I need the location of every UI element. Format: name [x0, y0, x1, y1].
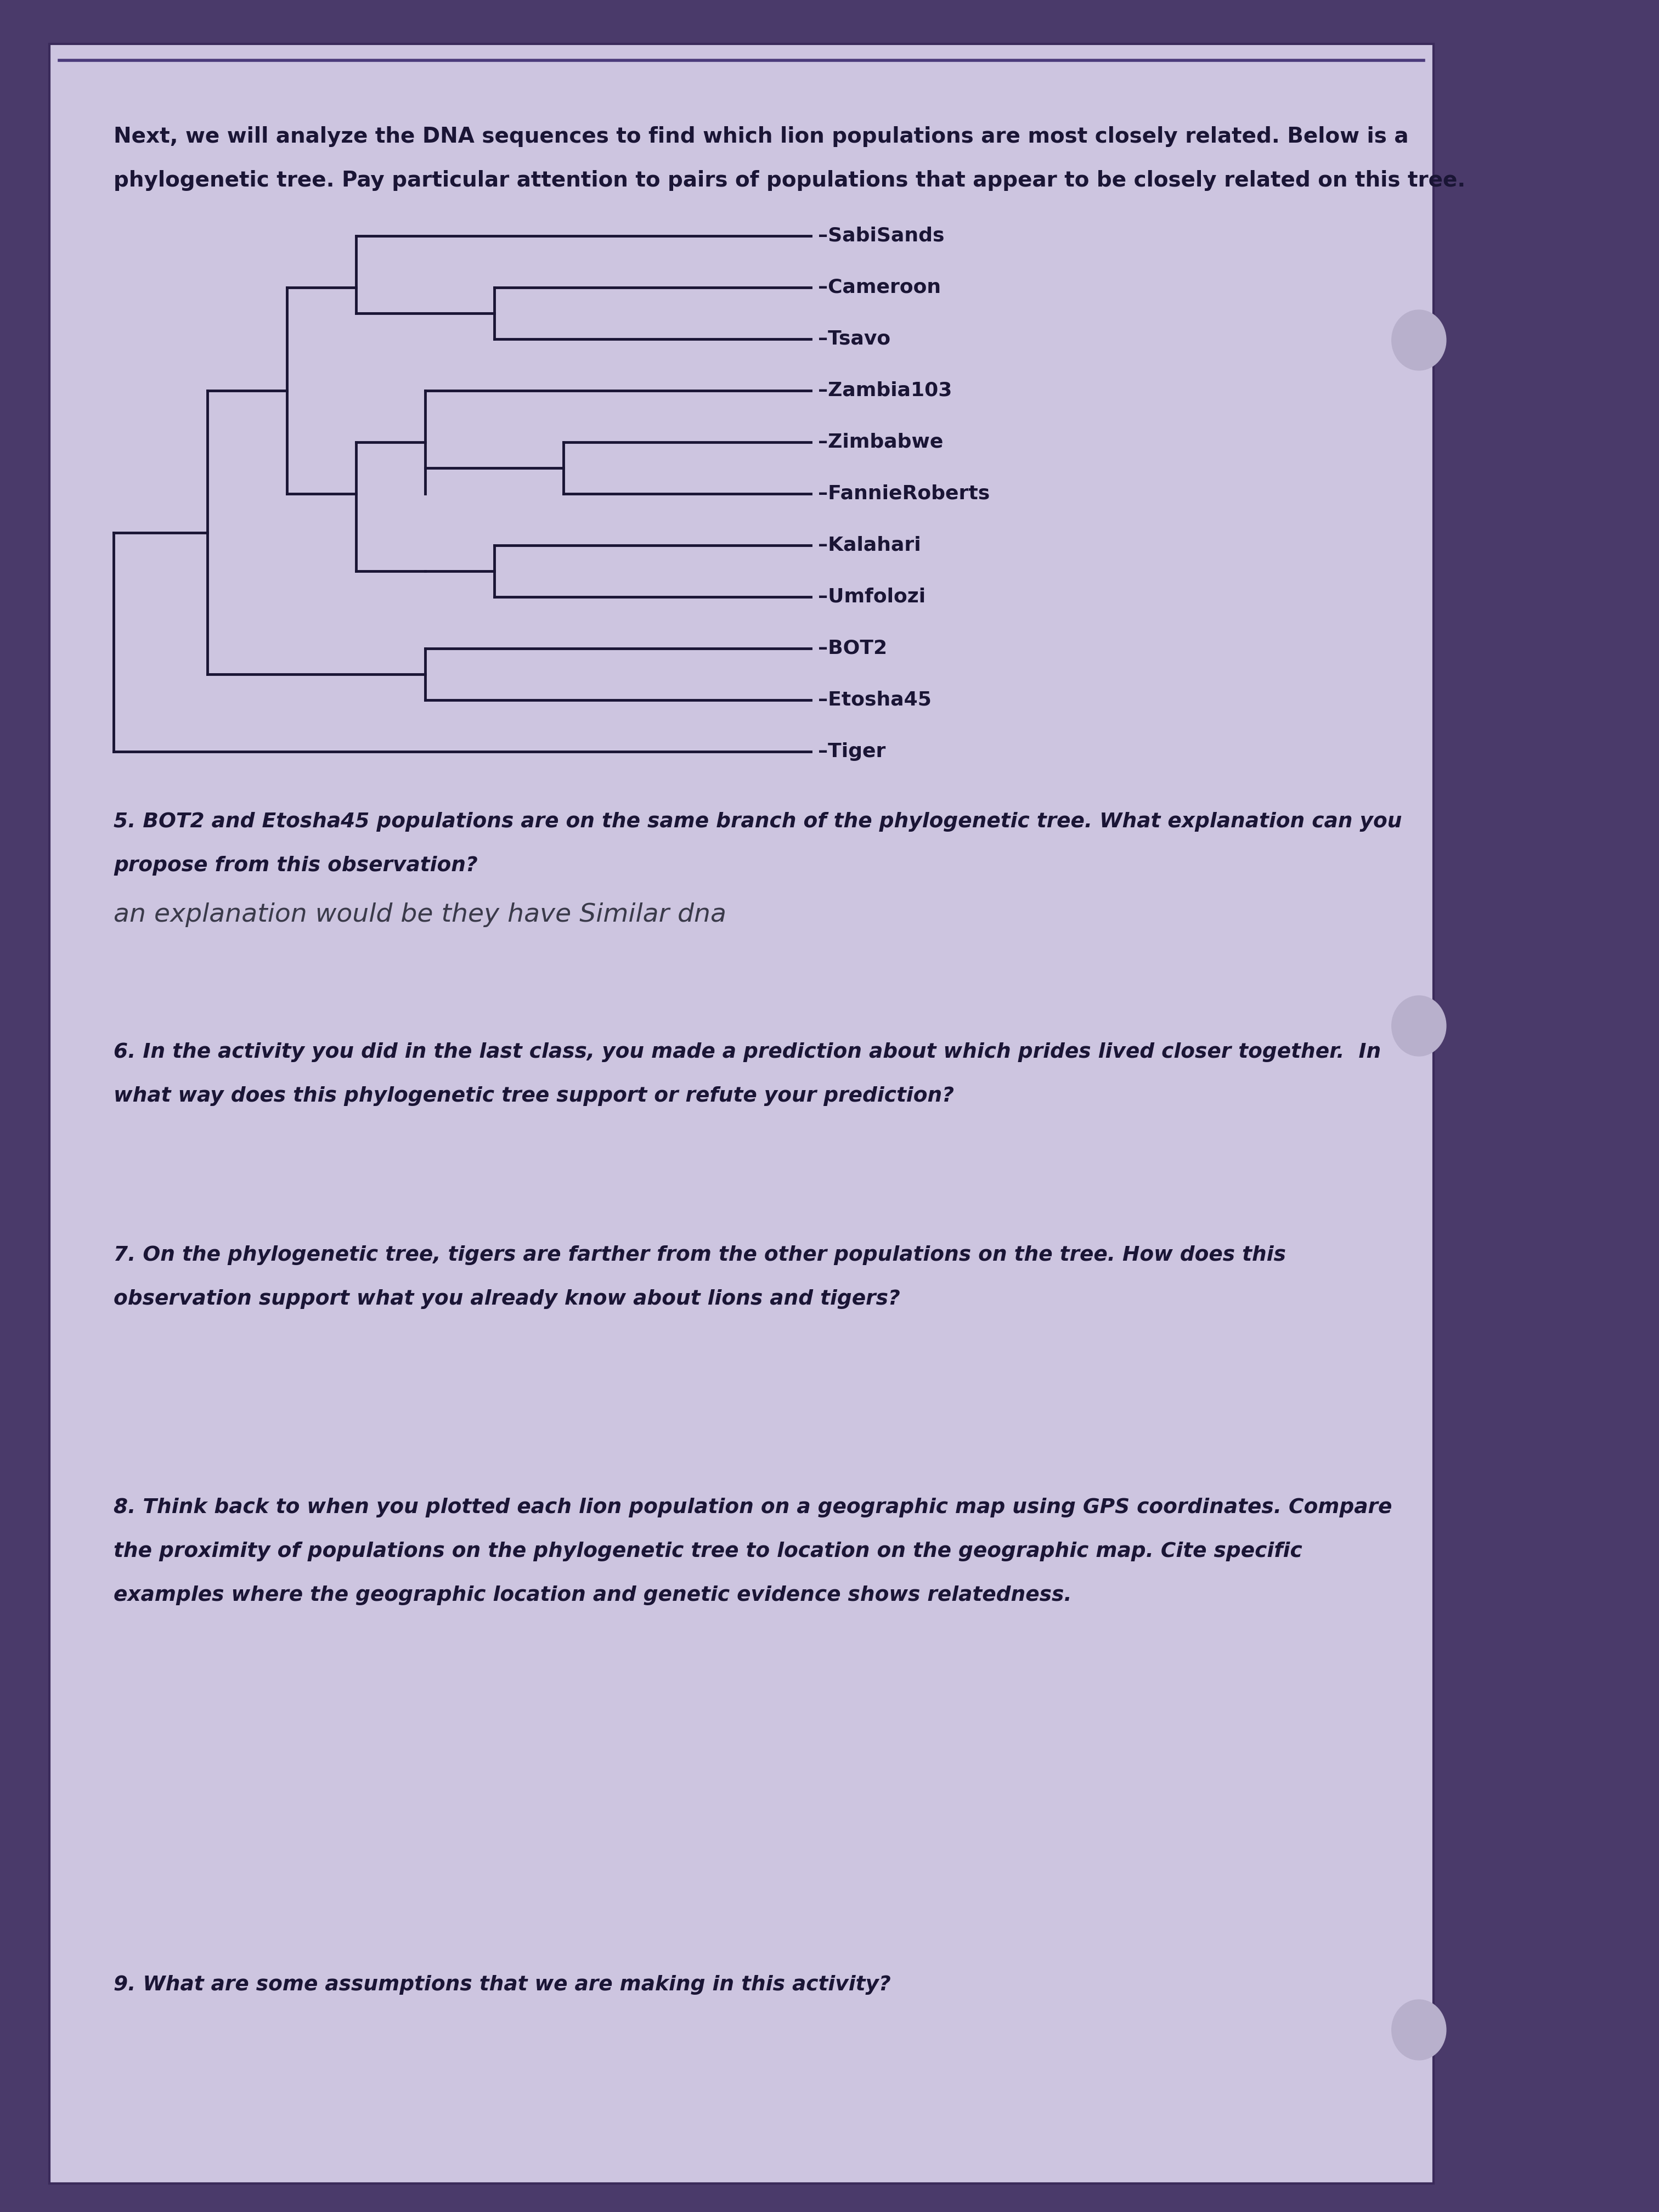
Text: 6. In the activity you did in the last class, you made a prediction about which : 6. In the activity you did in the last c… [114, 1042, 1382, 1062]
Text: –Umfolozi: –Umfolozi [818, 588, 926, 606]
Text: –Etosha45: –Etosha45 [818, 690, 932, 710]
Text: –SabiSands: –SabiSands [818, 226, 944, 246]
Text: an explanation would be they have Similar dna: an explanation would be they have Simila… [114, 902, 727, 927]
Text: what way does this phylogenetic tree support or refute your prediction?: what way does this phylogenetic tree sup… [114, 1086, 954, 1106]
Text: –Cameroon: –Cameroon [818, 279, 941, 296]
Text: –Kalahari: –Kalahari [818, 535, 921, 555]
Text: –Zambia103: –Zambia103 [818, 380, 952, 400]
Text: –BOT2: –BOT2 [818, 639, 888, 657]
Text: –Zimbabwe: –Zimbabwe [818, 434, 944, 451]
Text: –Tiger: –Tiger [818, 743, 886, 761]
Text: 9. What are some assumptions that we are making in this activity?: 9. What are some assumptions that we are… [114, 1975, 891, 1995]
Text: Next, we will analyze the DNA sequences to find which lion populations are most : Next, we will analyze the DNA sequences … [114, 126, 1408, 146]
Circle shape [1392, 2000, 1447, 2059]
Text: 8. Think back to when you plotted each lion population on a geographic map using: 8. Think back to when you plotted each l… [114, 1498, 1392, 1517]
Text: 5. BOT2 and Etosha45 populations are on the same branch of the phylogenetic tree: 5. BOT2 and Etosha45 populations are on … [114, 812, 1402, 832]
Text: observation support what you already know about lions and tigers?: observation support what you already kno… [114, 1290, 901, 1310]
Text: propose from this observation?: propose from this observation? [114, 856, 478, 876]
Text: –FannieRoberts: –FannieRoberts [818, 484, 990, 502]
Text: 7. On the phylogenetic tree, tigers are farther from the other populations on th: 7. On the phylogenetic tree, tigers are … [114, 1245, 1286, 1265]
Text: examples where the geographic location and genetic evidence shows relatedness.: examples where the geographic location a… [114, 1586, 1072, 1606]
Text: –Tsavo: –Tsavo [818, 330, 891, 347]
Text: phylogenetic tree. Pay particular attention to pairs of populations that appear : phylogenetic tree. Pay particular attent… [114, 170, 1465, 190]
Text: the proximity of populations on the phylogenetic tree to location on the geograp: the proximity of populations on the phyl… [114, 1542, 1302, 1562]
Circle shape [1392, 310, 1447, 369]
Circle shape [1392, 995, 1447, 1055]
